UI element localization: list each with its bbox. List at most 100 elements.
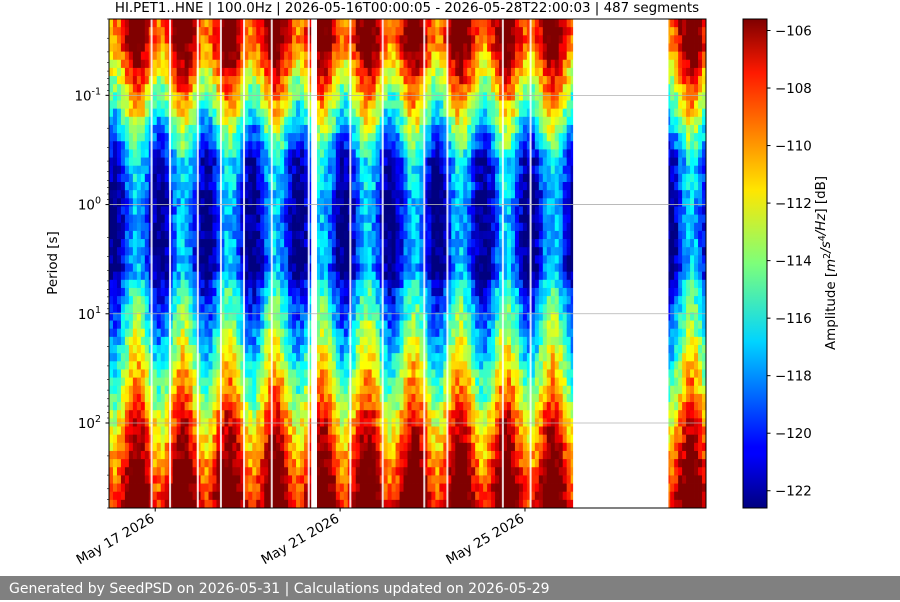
heatmap-cell — [304, 353, 309, 362]
heatmap-cell — [184, 84, 189, 93]
heatmap-cell — [240, 198, 245, 207]
heatmap-cell — [208, 393, 213, 403]
heatmap-cell — [248, 442, 253, 452]
heatmap-cell — [240, 76, 245, 85]
heatmap-cell — [276, 328, 281, 338]
heatmap-cell — [387, 393, 392, 403]
heatmap-cell — [439, 92, 444, 101]
heatmap-cell — [363, 426, 369, 436]
heatmap-cell — [208, 426, 213, 436]
heatmap-cell — [144, 393, 150, 403]
heatmap-cell — [359, 214, 365, 224]
heatmap-cell — [160, 51, 166, 61]
heatmap-cell — [256, 385, 261, 395]
heatmap-cell — [140, 336, 146, 346]
heatmap-cell — [403, 475, 408, 484]
heatmap-cell — [236, 385, 241, 395]
heatmap-cell — [244, 173, 249, 183]
heatmap-cell — [391, 157, 396, 167]
heatmap-cell — [391, 239, 396, 248]
heatmap-cell — [435, 361, 440, 370]
heatmap-cell — [288, 402, 293, 411]
heatmap-cell — [363, 92, 369, 101]
heatmap-cell — [431, 475, 436, 484]
heatmap-cell — [335, 279, 341, 289]
heatmap-cell — [264, 255, 269, 264]
heatmap-cell — [156, 198, 162, 207]
heatmap-cell — [343, 320, 349, 330]
heatmap-cell — [308, 51, 313, 61]
heatmap-cell — [363, 312, 369, 321]
heatmap-cell — [116, 361, 122, 370]
heatmap-cell — [200, 402, 205, 411]
heatmap-cell — [244, 459, 249, 468]
heatmap-cell — [132, 459, 138, 468]
heatmap-cell — [383, 263, 388, 273]
heatmap-cell — [431, 450, 436, 460]
heatmap-cell — [395, 27, 400, 36]
heatmap-cell — [363, 271, 369, 281]
heatmap-cell — [188, 173, 193, 183]
heatmap-cell — [323, 59, 329, 69]
heatmap-cell — [403, 263, 408, 273]
heatmap-cell — [308, 450, 313, 460]
heatmap-cell — [419, 51, 424, 61]
heatmap-cell — [140, 377, 146, 387]
heatmap-cell — [419, 467, 424, 476]
heatmap-cell — [359, 287, 365, 297]
heatmap-cell — [156, 206, 162, 215]
heatmap-cell — [331, 304, 337, 313]
heatmap-cell — [156, 328, 162, 338]
heatmap-cell — [156, 483, 162, 493]
heatmap-cell — [355, 402, 361, 411]
heatmap-cell — [383, 377, 388, 387]
heatmap-cell — [228, 247, 233, 256]
heatmap-cell — [276, 312, 281, 321]
heatmap-cell — [268, 157, 273, 167]
heatmap-cell — [192, 165, 197, 175]
heatmap-cell — [164, 467, 170, 476]
heatmap-cell — [236, 410, 241, 419]
heatmap-cell — [216, 116, 221, 126]
heatmap-cell — [172, 27, 178, 36]
heatmap-cell — [363, 100, 369, 110]
heatmap-cell — [292, 369, 297, 378]
heatmap-cell — [232, 247, 237, 256]
heatmap-cell — [395, 442, 400, 452]
heatmap-cell — [264, 434, 269, 444]
heatmap-cell — [224, 100, 229, 110]
heatmap-cell — [304, 402, 309, 411]
heatmap-cell — [315, 312, 321, 321]
heatmap-cell — [128, 108, 134, 118]
heatmap-cell — [264, 141, 269, 150]
heatmap-cell — [272, 499, 277, 508]
heatmap-cell — [264, 43, 269, 52]
heatmap-cell — [109, 450, 114, 460]
heatmap-cell — [411, 133, 416, 142]
heatmap-cell — [292, 296, 297, 305]
heatmap-cell — [180, 92, 186, 101]
heatmap-cell — [228, 239, 233, 248]
heatmap-cell — [276, 173, 281, 183]
heatmap-cell — [288, 51, 293, 61]
heatmap-cell — [188, 499, 193, 508]
heatmap-cell — [252, 67, 257, 77]
heatmap-cell — [284, 100, 289, 110]
heatmap-cell — [124, 467, 130, 476]
heatmap-cell — [164, 353, 170, 362]
heatmap-cell — [375, 19, 381, 28]
heatmap-cell — [260, 116, 265, 126]
heatmap-cell — [200, 116, 205, 126]
heatmap-cell — [248, 279, 253, 289]
heatmap-cell — [391, 108, 396, 118]
heatmap-cell — [351, 434, 357, 444]
heatmap-cell — [236, 369, 241, 378]
heatmap-cell — [140, 206, 146, 215]
heatmap-cell — [391, 402, 396, 411]
heatmap-cell — [180, 133, 186, 142]
heatmap-cell — [232, 369, 237, 378]
heatmap-cell — [252, 214, 257, 224]
heatmap-cell — [276, 393, 281, 403]
heatmap-cell — [304, 442, 309, 452]
heatmap-cell — [415, 35, 420, 44]
